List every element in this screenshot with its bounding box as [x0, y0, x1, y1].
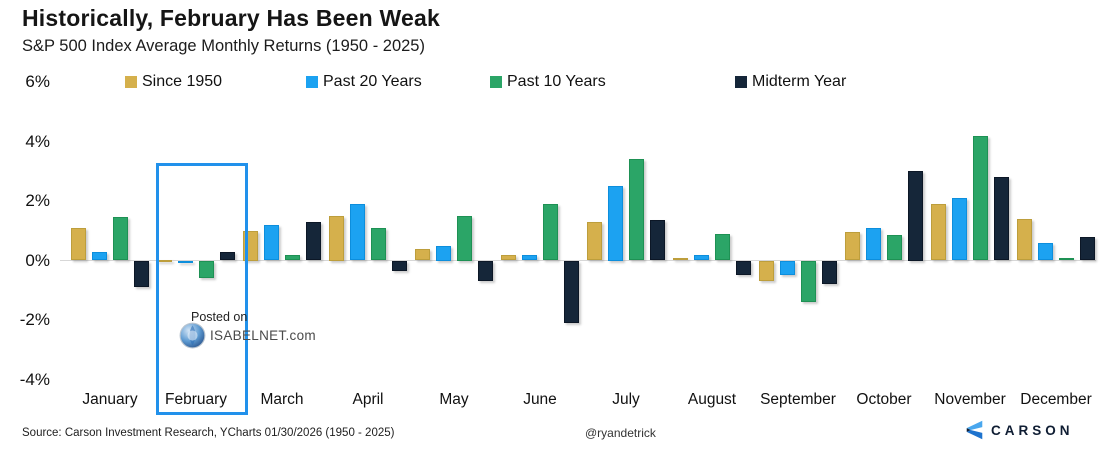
legend-item-past-10-years: Past 10 Years	[490, 73, 606, 90]
chart-bar	[285, 254, 300, 261]
chart-bar	[178, 260, 193, 264]
chart-bar	[113, 217, 128, 261]
chart-bar	[1059, 257, 1074, 261]
x-axis-label: August	[687, 391, 737, 408]
legend-item-since-1950: Since 1950	[125, 73, 223, 90]
y-axis-label: 6%	[25, 72, 50, 91]
chart-bar	[694, 254, 709, 261]
chart-bar	[994, 177, 1009, 261]
chart-bar	[1017, 218, 1032, 261]
chart-bar	[780, 260, 795, 276]
february-highlight-box	[156, 163, 248, 415]
chart-bar	[1080, 236, 1095, 261]
chart-bar	[501, 254, 516, 261]
watermark-site-label: ISABELNET.com	[210, 328, 316, 343]
x-axis-label: March	[260, 391, 304, 408]
chart-bar	[71, 227, 86, 261]
y-axis-label: -4%	[19, 369, 50, 389]
chart-bar	[350, 203, 365, 261]
chart-bar	[264, 224, 279, 261]
chart-bar	[801, 260, 816, 303]
chart-bar	[952, 198, 967, 261]
legend-swatch-icon	[306, 76, 318, 88]
x-axis-label: January	[82, 391, 138, 408]
chart-bar	[392, 260, 407, 271]
legend-swatch-icon	[125, 76, 137, 88]
x-axis-label: December	[1020, 391, 1092, 408]
page-title: Historically, February Has Been Weak	[22, 5, 440, 31]
chart-bar	[543, 203, 558, 261]
legend-swatch-icon	[490, 76, 502, 88]
legend-label: Past 10 Years	[507, 73, 606, 90]
chart-bar	[134, 260, 149, 288]
chart-bar	[564, 260, 579, 323]
legend-label: Since 1950	[142, 73, 223, 90]
chart-bar	[866, 227, 881, 261]
x-axis-label: February	[164, 391, 228, 408]
chart-bar	[436, 245, 451, 261]
chart-bar	[415, 248, 430, 261]
chart-bar	[908, 171, 923, 261]
y-axis-label: 4%	[25, 131, 50, 151]
chart-bar	[759, 260, 774, 282]
watermark: ISABELNET.com	[179, 322, 316, 349]
chart-bar	[845, 232, 860, 261]
chart-bar	[587, 221, 602, 261]
chart-bar	[220, 251, 235, 261]
chart-bar	[329, 215, 344, 261]
x-axis-label: October	[856, 391, 912, 408]
chart-bar	[92, 251, 107, 261]
legend-item-midterm-year: Midterm Year	[735, 73, 847, 90]
chart-bar	[608, 186, 623, 261]
y-axis-label: 0%	[25, 250, 50, 270]
legend-swatch-icon	[735, 76, 747, 88]
chart-bar	[199, 260, 214, 279]
x-axis-label: June	[523, 391, 557, 408]
chart-subtitle: S&P 500 Index Average Monthly Returns (1…	[22, 37, 425, 55]
x-axis-label: April	[352, 391, 384, 408]
watermark-posted-on: Posted on	[191, 310, 248, 324]
chart-bar	[673, 257, 688, 261]
chart-bar	[629, 159, 644, 261]
x-axis-label: May	[439, 391, 469, 408]
chart-bar	[973, 135, 988, 261]
chart-bar	[715, 233, 730, 261]
chart-bar	[1038, 242, 1053, 261]
chart-bar	[822, 260, 837, 285]
chart-bar	[887, 235, 902, 261]
y-axis-label: 2%	[25, 191, 50, 210]
chart-bar	[650, 220, 665, 261]
carson-wordmark: CARSON	[991, 422, 1074, 438]
chart-bar	[931, 203, 946, 261]
chart-bar	[736, 260, 751, 276]
carson-chevron-icon	[966, 420, 983, 440]
chart-bar	[478, 260, 493, 282]
chart-bar	[522, 254, 537, 261]
legend-item-past-20-years: Past 20 Years	[306, 73, 422, 90]
chart-bar	[306, 221, 321, 261]
twitter-handle: @ryandetrick	[585, 426, 656, 440]
legend-label: Past 20 Years	[323, 73, 422, 90]
x-axis-label: November	[934, 391, 1006, 408]
legend-label: Midterm Year	[752, 73, 847, 90]
chart-bar	[457, 215, 472, 261]
x-axis-label: September	[760, 391, 836, 408]
source-note: Source: Carson Investment Research, YCha…	[22, 427, 395, 439]
carson-logo: CARSON	[966, 416, 1074, 444]
chart-bar	[371, 227, 386, 261]
isabelnet-globe-icon	[179, 322, 206, 349]
y-axis-label: -2%	[19, 310, 50, 329]
x-axis-label: July	[612, 391, 640, 408]
